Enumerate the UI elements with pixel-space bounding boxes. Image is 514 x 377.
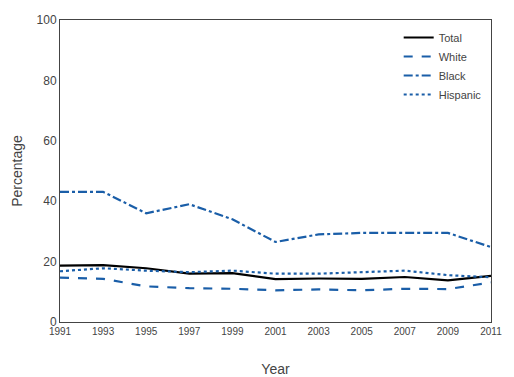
svg-text:2001: 2001 [264, 326, 287, 337]
svg-text:100: 100 [37, 13, 57, 27]
svg-text:40: 40 [43, 194, 57, 208]
svg-text:60: 60 [43, 134, 57, 148]
svg-text:Percentage: Percentage [9, 135, 25, 207]
svg-text:2009: 2009 [437, 326, 460, 337]
svg-text:2007: 2007 [394, 326, 417, 337]
svg-text:2005: 2005 [351, 326, 374, 337]
svg-text:1991: 1991 [49, 326, 72, 337]
svg-text:1997: 1997 [178, 326, 201, 337]
svg-text:White: White [439, 51, 467, 63]
svg-text:1993: 1993 [92, 326, 115, 337]
svg-text:0: 0 [50, 315, 57, 329]
svg-text:2003: 2003 [307, 326, 330, 337]
svg-text:1999: 1999 [221, 326, 244, 337]
svg-text:80: 80 [43, 74, 57, 88]
svg-text:1995: 1995 [135, 326, 158, 337]
svg-text:Black: Black [439, 70, 466, 82]
svg-text:Year: Year [261, 361, 290, 377]
svg-text:Total: Total [439, 32, 462, 44]
svg-text:Hispanic: Hispanic [439, 89, 482, 101]
svg-text:2011: 2011 [480, 326, 502, 337]
svg-text:20: 20 [43, 255, 57, 269]
